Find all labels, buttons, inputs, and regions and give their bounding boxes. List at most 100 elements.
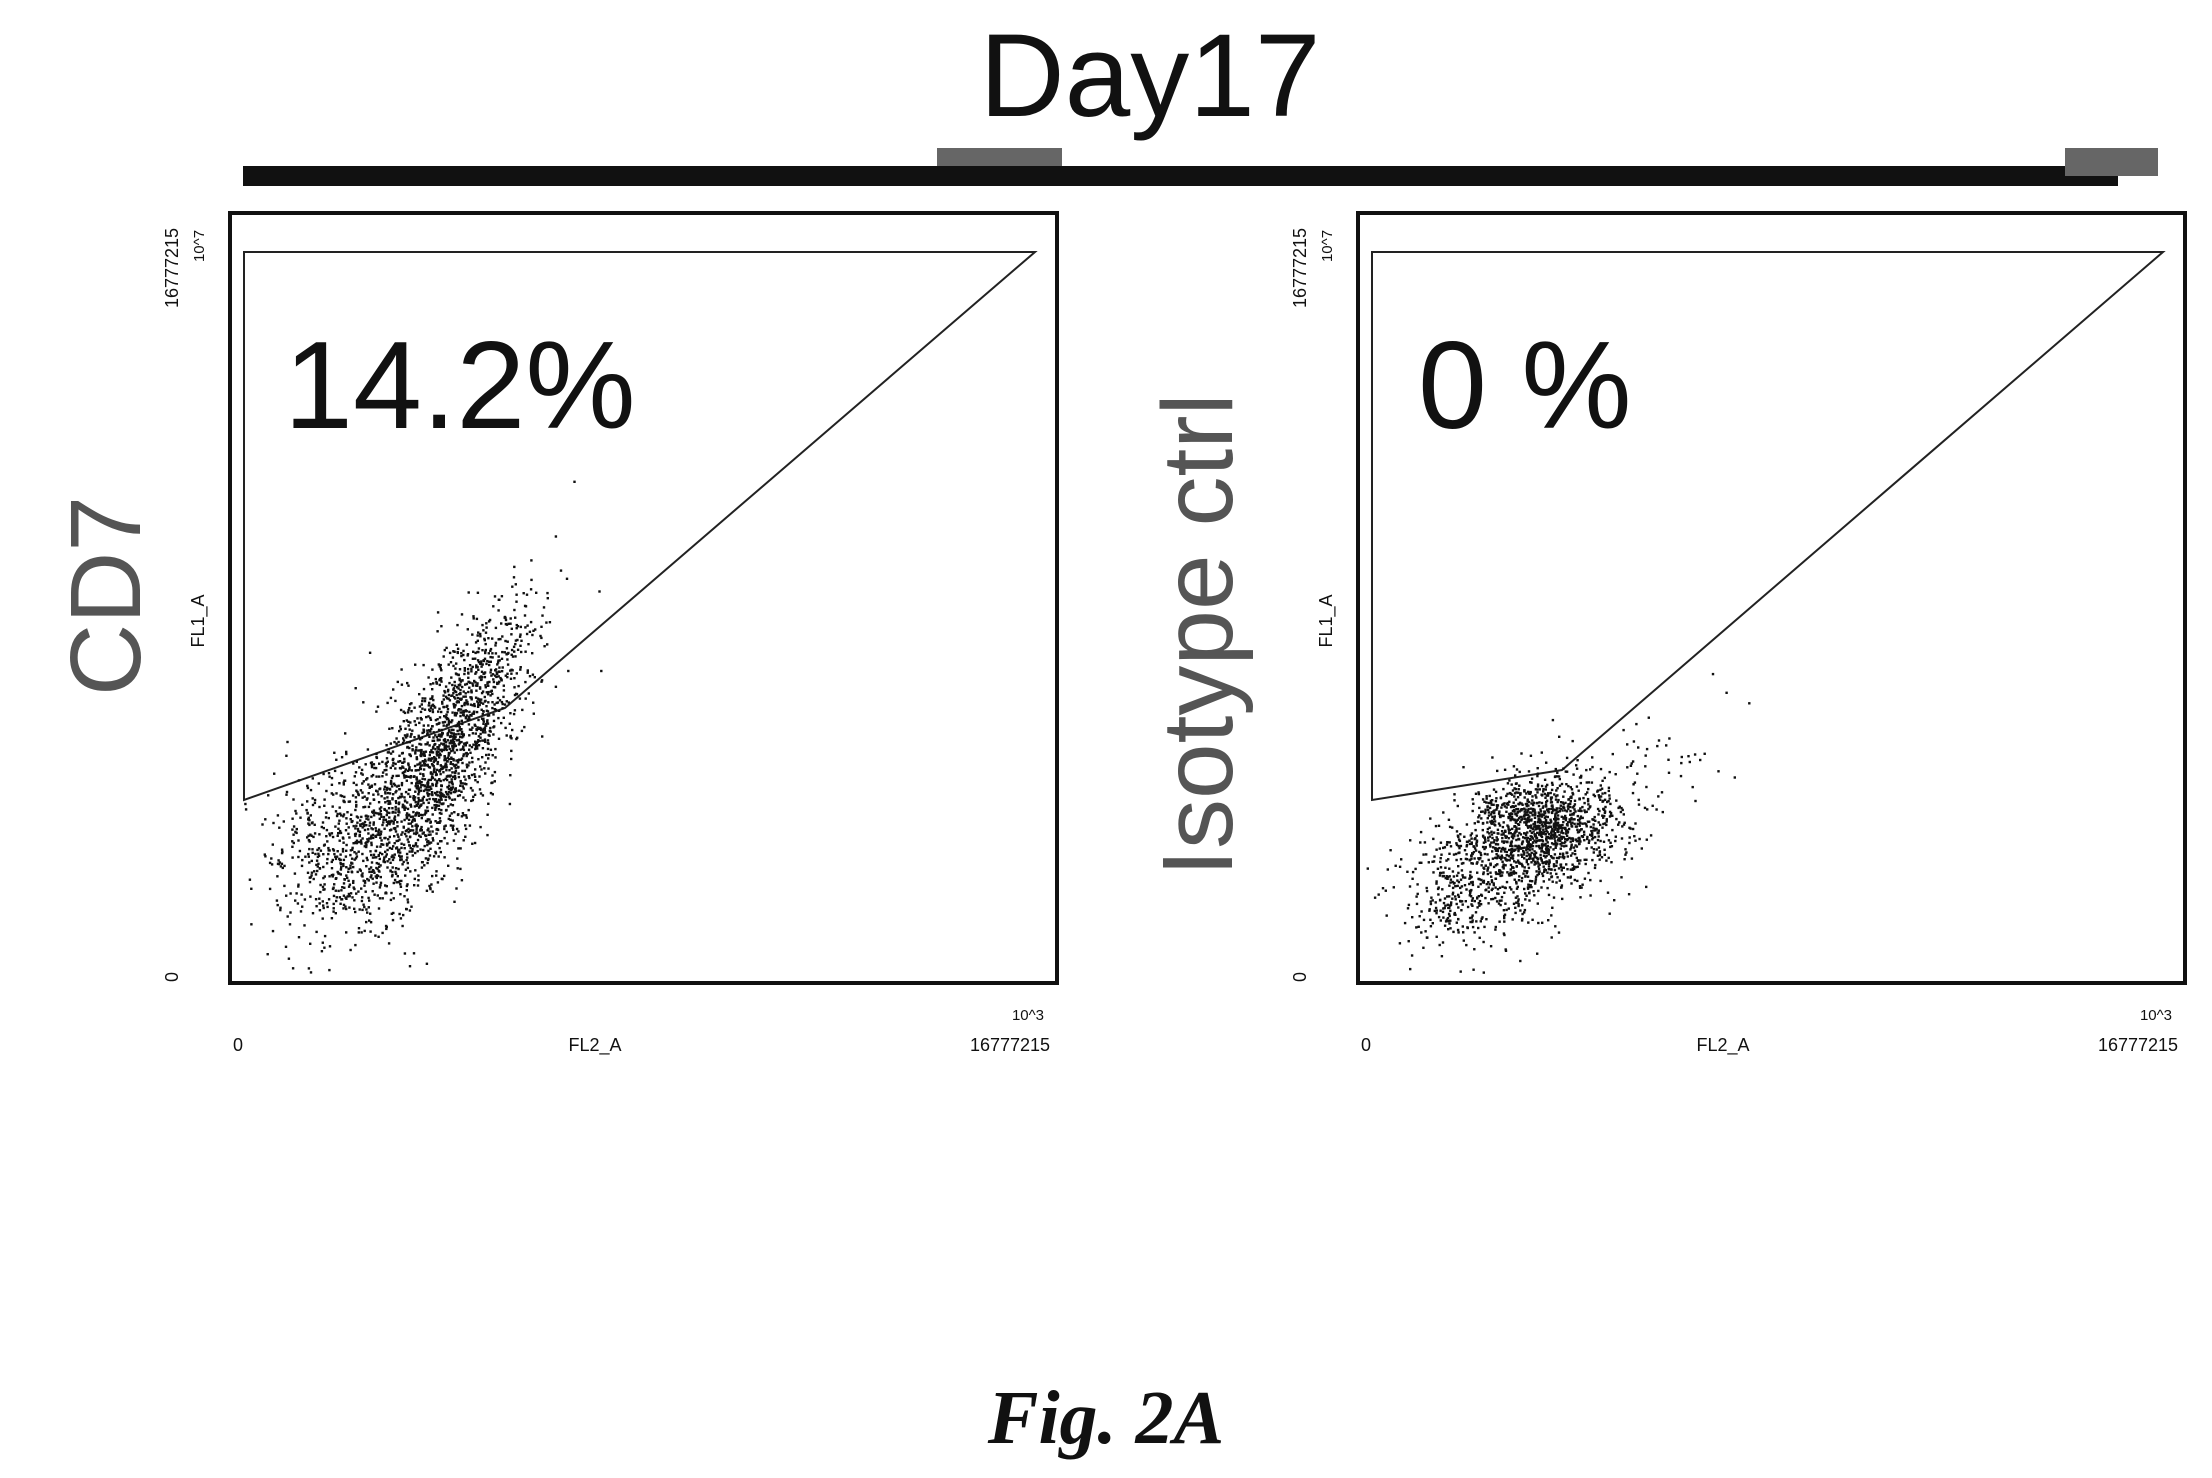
scatter-point	[1515, 791, 1518, 794]
scatter-point	[1531, 918, 1534, 921]
scatter-point	[339, 853, 342, 856]
scatter-point	[1514, 911, 1517, 915]
scatter-point	[477, 735, 481, 738]
scatter-point	[368, 870, 371, 874]
scatter-point	[1598, 858, 1601, 861]
scatter-point	[1497, 872, 1501, 876]
scatter-point	[443, 715, 446, 718]
scatter-point	[400, 781, 404, 785]
scatter-point	[1545, 761, 1548, 764]
scatter-point	[386, 701, 389, 705]
scatter-point	[1470, 888, 1473, 892]
scatter-point	[1592, 823, 1595, 826]
scatter-point	[470, 689, 473, 692]
scatter-point	[1457, 917, 1460, 921]
scatter-point	[469, 786, 473, 790]
scatter-point	[1583, 858, 1586, 861]
scatter-point	[1517, 854, 1520, 857]
scatter-point	[483, 675, 487, 679]
scatter-point	[1427, 861, 1430, 864]
scatter-point	[1577, 840, 1580, 843]
scatter-point	[482, 718, 485, 722]
scatter-point	[1609, 802, 1612, 806]
scatter-point	[440, 812, 443, 815]
scatter-point	[472, 617, 475, 620]
scatter-point	[373, 893, 376, 896]
scatter-point	[427, 833, 430, 836]
scatter-point	[1521, 904, 1524, 907]
scatter-point	[406, 711, 410, 714]
scatter-point	[383, 797, 386, 800]
scatter-point	[1484, 846, 1487, 849]
scatter-point	[440, 808, 443, 812]
scatter-point	[397, 740, 400, 744]
scatter-point	[331, 887, 335, 891]
scatter-point	[1564, 770, 1567, 773]
scatter-point	[409, 805, 413, 808]
scatter-point	[340, 889, 343, 892]
scatter-point	[1508, 859, 1511, 862]
scatter-point	[1490, 822, 1494, 825]
scatter-point	[349, 853, 352, 857]
scatter-point	[474, 743, 478, 747]
scatter-point	[497, 638, 500, 641]
scatter-point	[1680, 761, 1683, 765]
scatter-point	[1481, 798, 1485, 801]
scatter-point	[1441, 888, 1444, 891]
scatter-point	[405, 835, 408, 838]
scatter-point	[1442, 811, 1445, 814]
scatter-point	[1529, 807, 1533, 810]
scatter-point	[1629, 764, 1633, 767]
scatter-point	[1605, 818, 1608, 821]
scatter-point	[1484, 808, 1487, 811]
scatter-point	[1536, 815, 1540, 818]
scatter-point	[420, 803, 423, 806]
scatter-point	[353, 907, 356, 910]
scatter-point	[1571, 806, 1574, 809]
scatter-point	[391, 798, 394, 801]
scatter-point	[312, 877, 315, 881]
scatter-point	[445, 766, 448, 769]
scatter-point	[480, 701, 483, 704]
scatter-point	[447, 751, 451, 755]
scatter-point	[1523, 789, 1526, 792]
scatter-point	[435, 768, 439, 772]
scatter-point	[1622, 813, 1625, 816]
scatter-point	[307, 834, 310, 837]
scatter-point	[414, 769, 417, 772]
scatter-point	[476, 639, 479, 642]
scatter-point	[1748, 702, 1751, 705]
scatter-point	[1533, 850, 1536, 853]
scatter-point	[1538, 846, 1542, 850]
scatter-point	[1482, 872, 1485, 876]
scatter-point	[308, 847, 311, 851]
scatter-point	[531, 633, 534, 637]
scatter-point	[1511, 833, 1514, 836]
scatter-point	[437, 855, 440, 858]
scatter-point	[391, 750, 395, 753]
scatter-point	[415, 826, 418, 829]
scatter-point	[1587, 871, 1590, 875]
scatter-point	[1496, 804, 1500, 807]
scatter-point	[462, 649, 465, 653]
scatter-point	[1443, 846, 1447, 849]
scatter-point	[371, 856, 375, 859]
scatter-point	[1560, 844, 1563, 847]
scatter-point	[1647, 716, 1650, 719]
scatter-point	[1511, 812, 1514, 816]
scatter-point	[1447, 875, 1450, 879]
scatter-point	[1543, 810, 1547, 813]
scatter-point	[1550, 936, 1553, 939]
scatter-point	[1505, 854, 1508, 857]
scatter-point	[459, 688, 462, 692]
scatter-point	[1570, 788, 1574, 791]
scatter-point	[347, 879, 350, 882]
scatter-point	[1419, 830, 1423, 834]
scatter-point	[318, 805, 321, 809]
scatter-point	[473, 704, 476, 708]
scatter-point	[354, 796, 358, 799]
scatter-point	[333, 883, 336, 886]
scatter-point	[1574, 810, 1577, 813]
scatter-point	[1570, 816, 1573, 820]
scatter-point	[440, 750, 443, 753]
